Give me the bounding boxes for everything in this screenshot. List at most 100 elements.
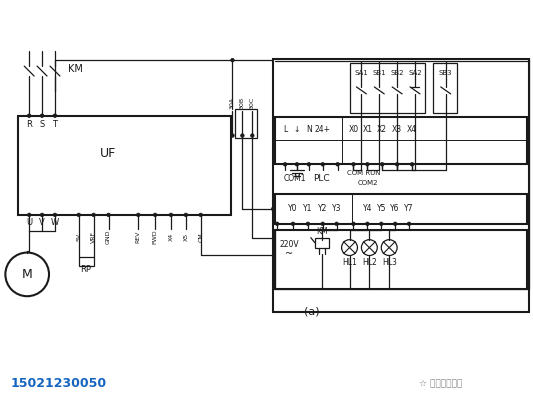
Text: Y2: Y2 [318,204,327,214]
Circle shape [154,213,157,217]
Text: FWD: FWD [152,229,158,244]
Circle shape [395,162,399,166]
Text: KM: KM [316,227,328,236]
Text: Y7: Y7 [404,204,414,214]
Bar [275,194,527,224]
Circle shape [366,162,369,166]
Circle shape [407,222,411,226]
Text: U: U [26,218,32,227]
Text: X5: X5 [183,233,188,241]
Circle shape [410,162,414,166]
Bar [236,109,257,138]
Circle shape [41,213,44,217]
Text: S: S [39,120,45,129]
Circle shape [276,222,279,226]
Circle shape [107,213,110,217]
Circle shape [352,162,356,166]
Text: HL3: HL3 [382,258,397,267]
Circle shape [295,162,298,166]
Text: X1: X1 [362,125,373,134]
Text: V: V [39,218,45,227]
Text: 24+: 24+ [315,125,331,134]
Circle shape [92,213,95,217]
Text: ↓: ↓ [294,125,300,134]
Circle shape [352,222,356,226]
Circle shape [231,134,235,137]
Bar [273,59,529,312]
Text: GND: GND [106,230,111,244]
Text: X3: X3 [392,125,402,134]
Bar [315,238,329,248]
Text: ☆ 安徽信控电气: ☆ 安徽信控电气 [419,379,463,388]
Circle shape [335,222,338,226]
Circle shape [366,222,369,226]
Text: SA2: SA2 [408,70,422,76]
Text: SB3: SB3 [439,70,453,76]
Circle shape [381,162,384,166]
Text: X0: X0 [349,125,359,134]
Text: W: W [51,218,59,227]
Circle shape [41,114,44,118]
Text: X2: X2 [377,125,387,134]
Text: Y5: Y5 [376,204,386,214]
Circle shape [321,222,325,226]
Text: REV: REV [136,230,141,243]
Circle shape [184,213,188,217]
Circle shape [251,134,254,137]
Text: CM: CM [198,232,203,242]
Text: RP: RP [80,265,91,274]
Circle shape [379,222,383,226]
Text: COM1: COM1 [284,174,306,183]
Text: Y3: Y3 [332,204,341,214]
Text: SA1: SA1 [354,70,368,76]
Text: VRF: VRF [91,231,96,243]
Circle shape [53,213,56,217]
Text: HL1: HL1 [342,258,357,267]
Circle shape [240,134,244,137]
Bar [275,117,527,164]
Circle shape [77,213,80,217]
Circle shape [27,213,31,217]
Text: Y1: Y1 [303,204,312,214]
Text: COM2: COM2 [358,180,378,186]
Text: PLC: PLC [313,174,330,183]
Text: T: T [52,120,58,129]
Text: Y6: Y6 [390,204,400,214]
Text: X4: X4 [407,125,417,134]
Circle shape [336,162,340,166]
Text: Y0: Y0 [288,204,298,214]
Text: SB1: SB1 [373,70,386,76]
Text: R: R [26,120,32,129]
Bar [433,63,457,113]
Text: Y4: Y4 [362,204,372,214]
Bar [18,116,231,215]
Circle shape [53,114,56,118]
Text: COM RUN: COM RUN [346,170,380,176]
Circle shape [271,207,275,211]
Text: 30A: 30A [230,97,235,109]
Circle shape [283,162,287,166]
Text: HL2: HL2 [362,258,377,267]
Bar [350,63,425,113]
Text: M: M [22,268,33,281]
Circle shape [231,58,235,62]
Text: UF: UF [100,147,116,160]
Text: N: N [306,125,312,134]
Circle shape [321,162,325,166]
Circle shape [199,213,203,217]
Circle shape [306,222,310,226]
Text: 15021230050: 15021230050 [11,377,107,390]
Circle shape [393,222,397,226]
Circle shape [307,162,311,166]
Circle shape [136,213,140,217]
Circle shape [169,213,173,217]
Bar [79,256,94,266]
Text: KM: KM [68,64,83,74]
Text: L: L [283,125,287,134]
Text: 30C: 30C [250,97,255,109]
Text: 30B: 30B [240,97,245,109]
Text: ~: ~ [285,248,293,258]
Text: (a): (a) [304,306,320,316]
Text: SB2: SB2 [390,70,404,76]
Circle shape [291,222,295,226]
